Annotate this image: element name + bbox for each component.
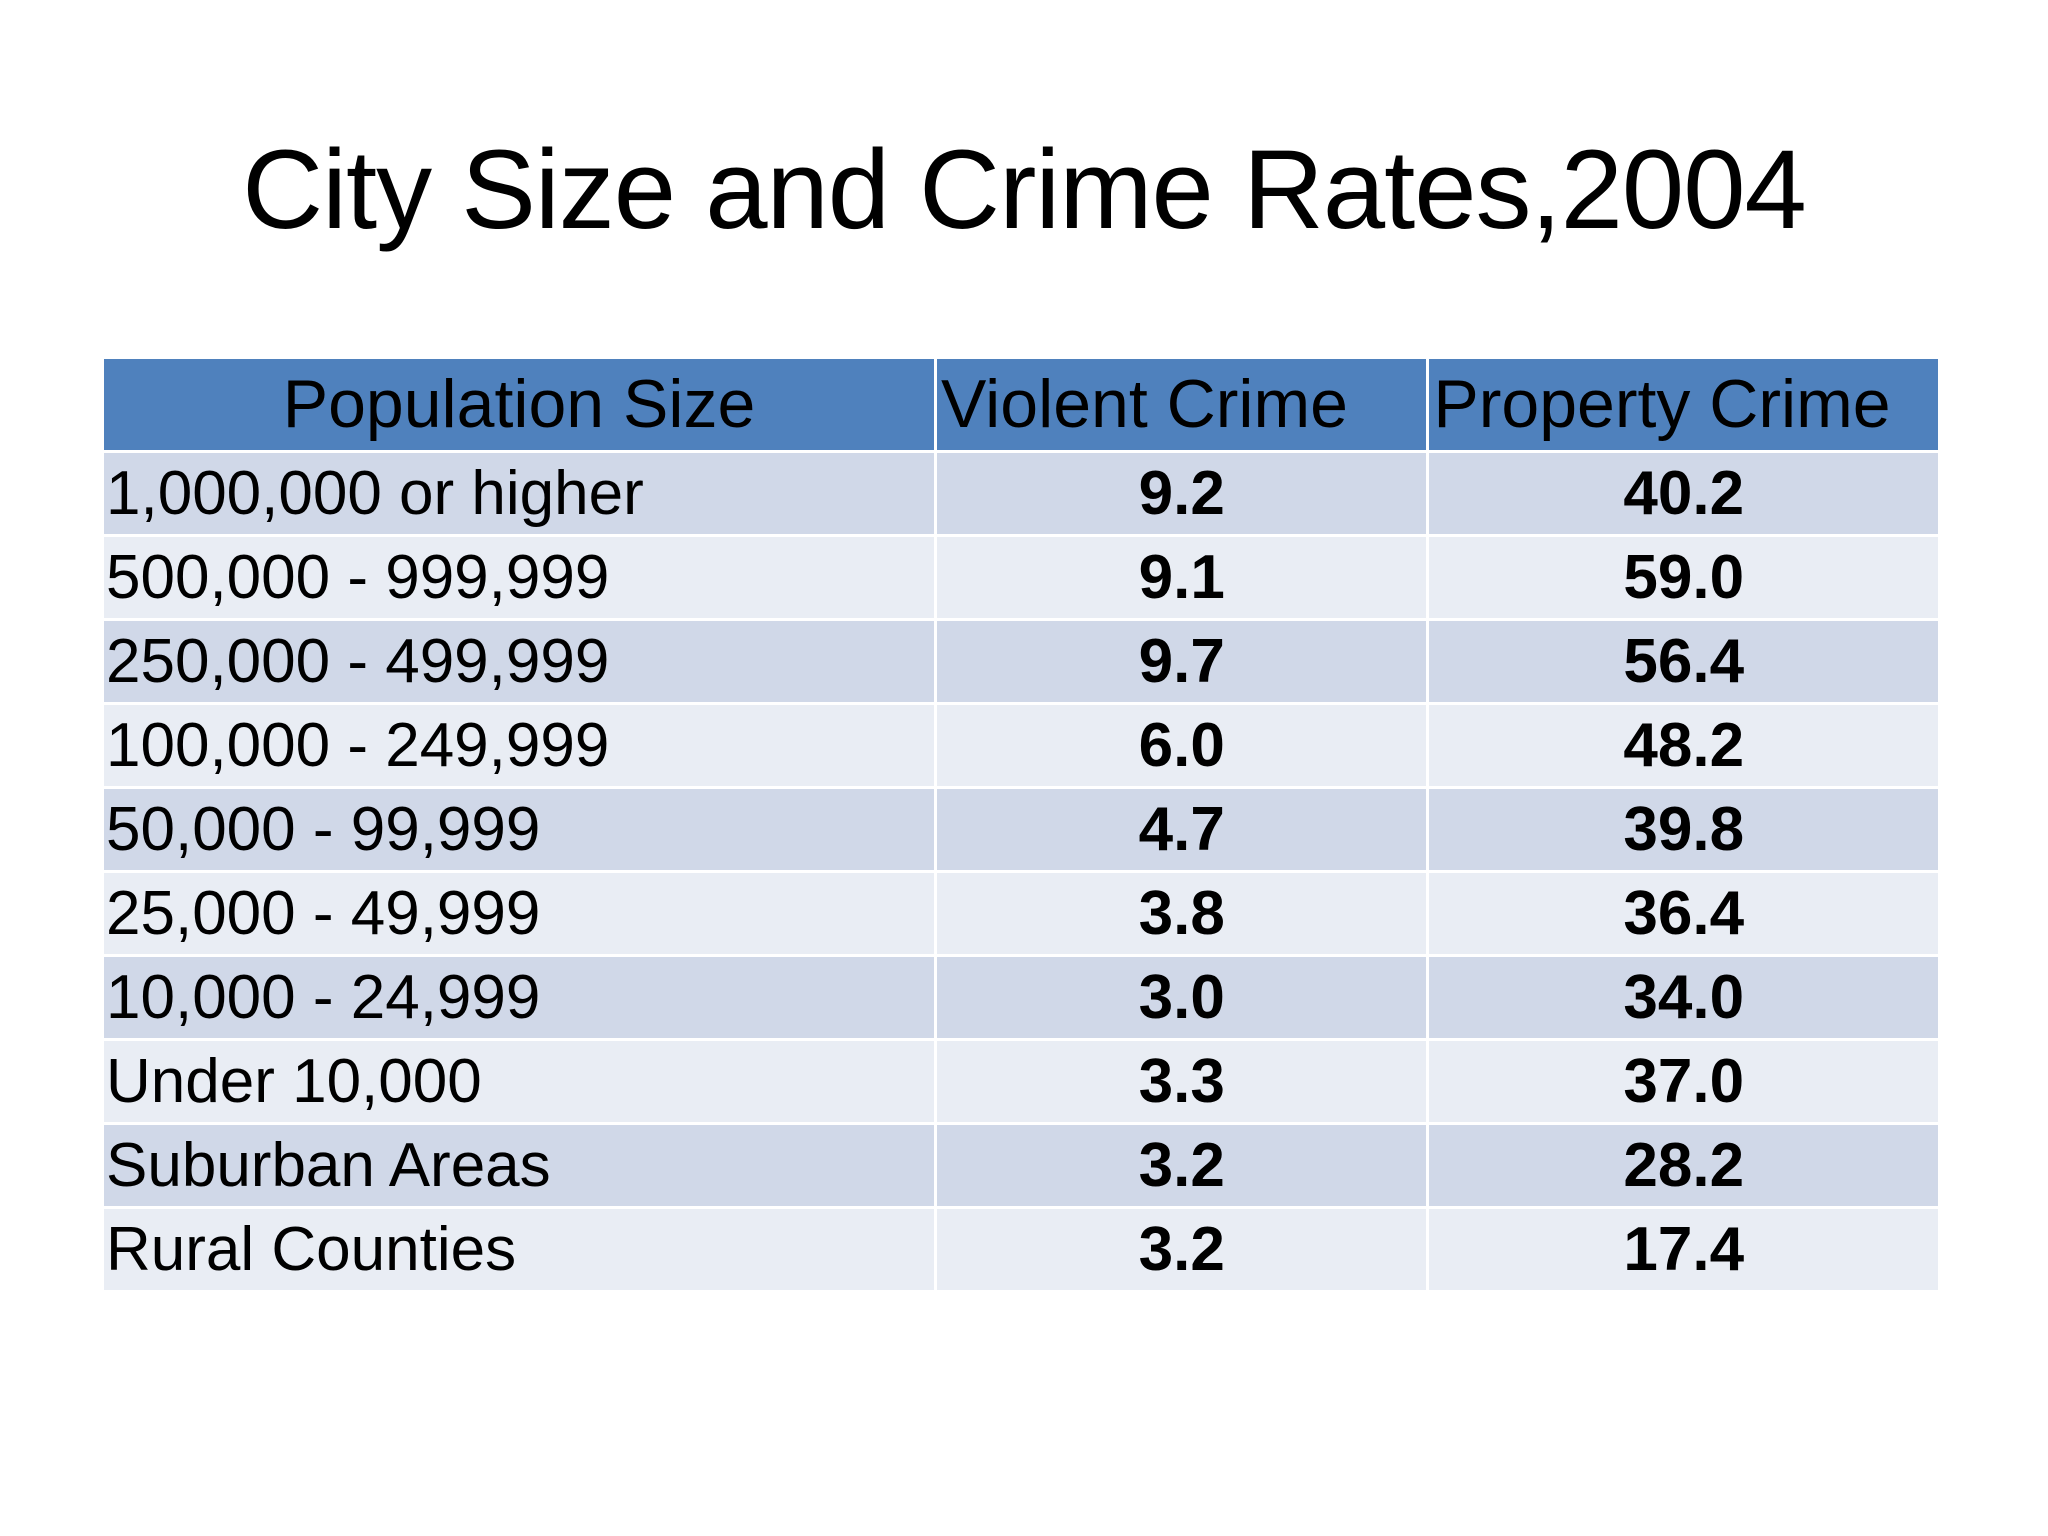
population-cell: Under 10,000 bbox=[104, 1041, 935, 1122]
property-crime-cell: 39.8 bbox=[1429, 789, 1938, 870]
population-cell: 500,000 - 999,999 bbox=[104, 537, 935, 618]
population-cell: 1,000,000 or higher bbox=[104, 453, 935, 534]
population-cell: 50,000 - 99,999 bbox=[104, 789, 935, 870]
violent-crime-cell: 3.2 bbox=[937, 1209, 1427, 1290]
property-crime-cell: 40.2 bbox=[1429, 453, 1938, 534]
population-cell: Suburban Areas bbox=[104, 1125, 935, 1206]
population-cell: 100,000 - 249,999 bbox=[104, 705, 935, 786]
table-row: 250,000 - 499,999 9.7 56.4 bbox=[104, 621, 1938, 702]
property-crime-cell: 36.4 bbox=[1429, 873, 1938, 954]
table-row: 100,000 - 249,999 6.0 48.2 bbox=[104, 705, 1938, 786]
header-property-crime: Property Crime bbox=[1429, 359, 1938, 450]
table-row: 50,000 - 99,999 4.7 39.8 bbox=[104, 789, 1938, 870]
table-header-row: Population Size Violent Crime Property C… bbox=[104, 359, 1938, 450]
crime-rates-table: Population Size Violent Crime Property C… bbox=[101, 356, 1941, 1293]
table-row: Under 10,000 3.3 37.0 bbox=[104, 1041, 1938, 1122]
table-row: 10,000 - 24,999 3.0 34.0 bbox=[104, 957, 1938, 1038]
table-row: 500,000 - 999,999 9.1 59.0 bbox=[104, 537, 1938, 618]
property-crime-cell: 28.2 bbox=[1429, 1125, 1938, 1206]
property-crime-cell: 59.0 bbox=[1429, 537, 1938, 618]
violent-crime-cell: 3.8 bbox=[937, 873, 1427, 954]
violent-crime-cell: 3.3 bbox=[937, 1041, 1427, 1122]
population-cell: 10,000 - 24,999 bbox=[104, 957, 935, 1038]
violent-crime-cell: 3.2 bbox=[937, 1125, 1427, 1206]
violent-crime-cell: 3.0 bbox=[937, 957, 1427, 1038]
violent-crime-cell: 9.7 bbox=[937, 621, 1427, 702]
property-crime-cell: 34.0 bbox=[1429, 957, 1938, 1038]
population-cell: 250,000 - 499,999 bbox=[104, 621, 935, 702]
violent-crime-cell: 4.7 bbox=[937, 789, 1427, 870]
header-population-size: Population Size bbox=[104, 359, 935, 450]
property-crime-cell: 48.2 bbox=[1429, 705, 1938, 786]
table-row: 25,000 - 49,999 3.8 36.4 bbox=[104, 873, 1938, 954]
population-cell: Rural Counties bbox=[104, 1209, 935, 1290]
slide-title: City Size and Crime Rates,2004 bbox=[242, 127, 1807, 252]
header-violent-crime: Violent Crime bbox=[937, 359, 1427, 450]
property-crime-cell: 37.0 bbox=[1429, 1041, 1938, 1122]
table-row: Rural Counties 3.2 17.4 bbox=[104, 1209, 1938, 1290]
violent-crime-cell: 9.1 bbox=[937, 537, 1427, 618]
violent-crime-cell: 9.2 bbox=[937, 453, 1427, 534]
table-row: 1,000,000 or higher 9.2 40.2 bbox=[104, 453, 1938, 534]
property-crime-cell: 17.4 bbox=[1429, 1209, 1938, 1290]
property-crime-cell: 56.4 bbox=[1429, 621, 1938, 702]
violent-crime-cell: 6.0 bbox=[937, 705, 1427, 786]
table-row: Suburban Areas 3.2 28.2 bbox=[104, 1125, 1938, 1206]
population-cell: 25,000 - 49,999 bbox=[104, 873, 935, 954]
